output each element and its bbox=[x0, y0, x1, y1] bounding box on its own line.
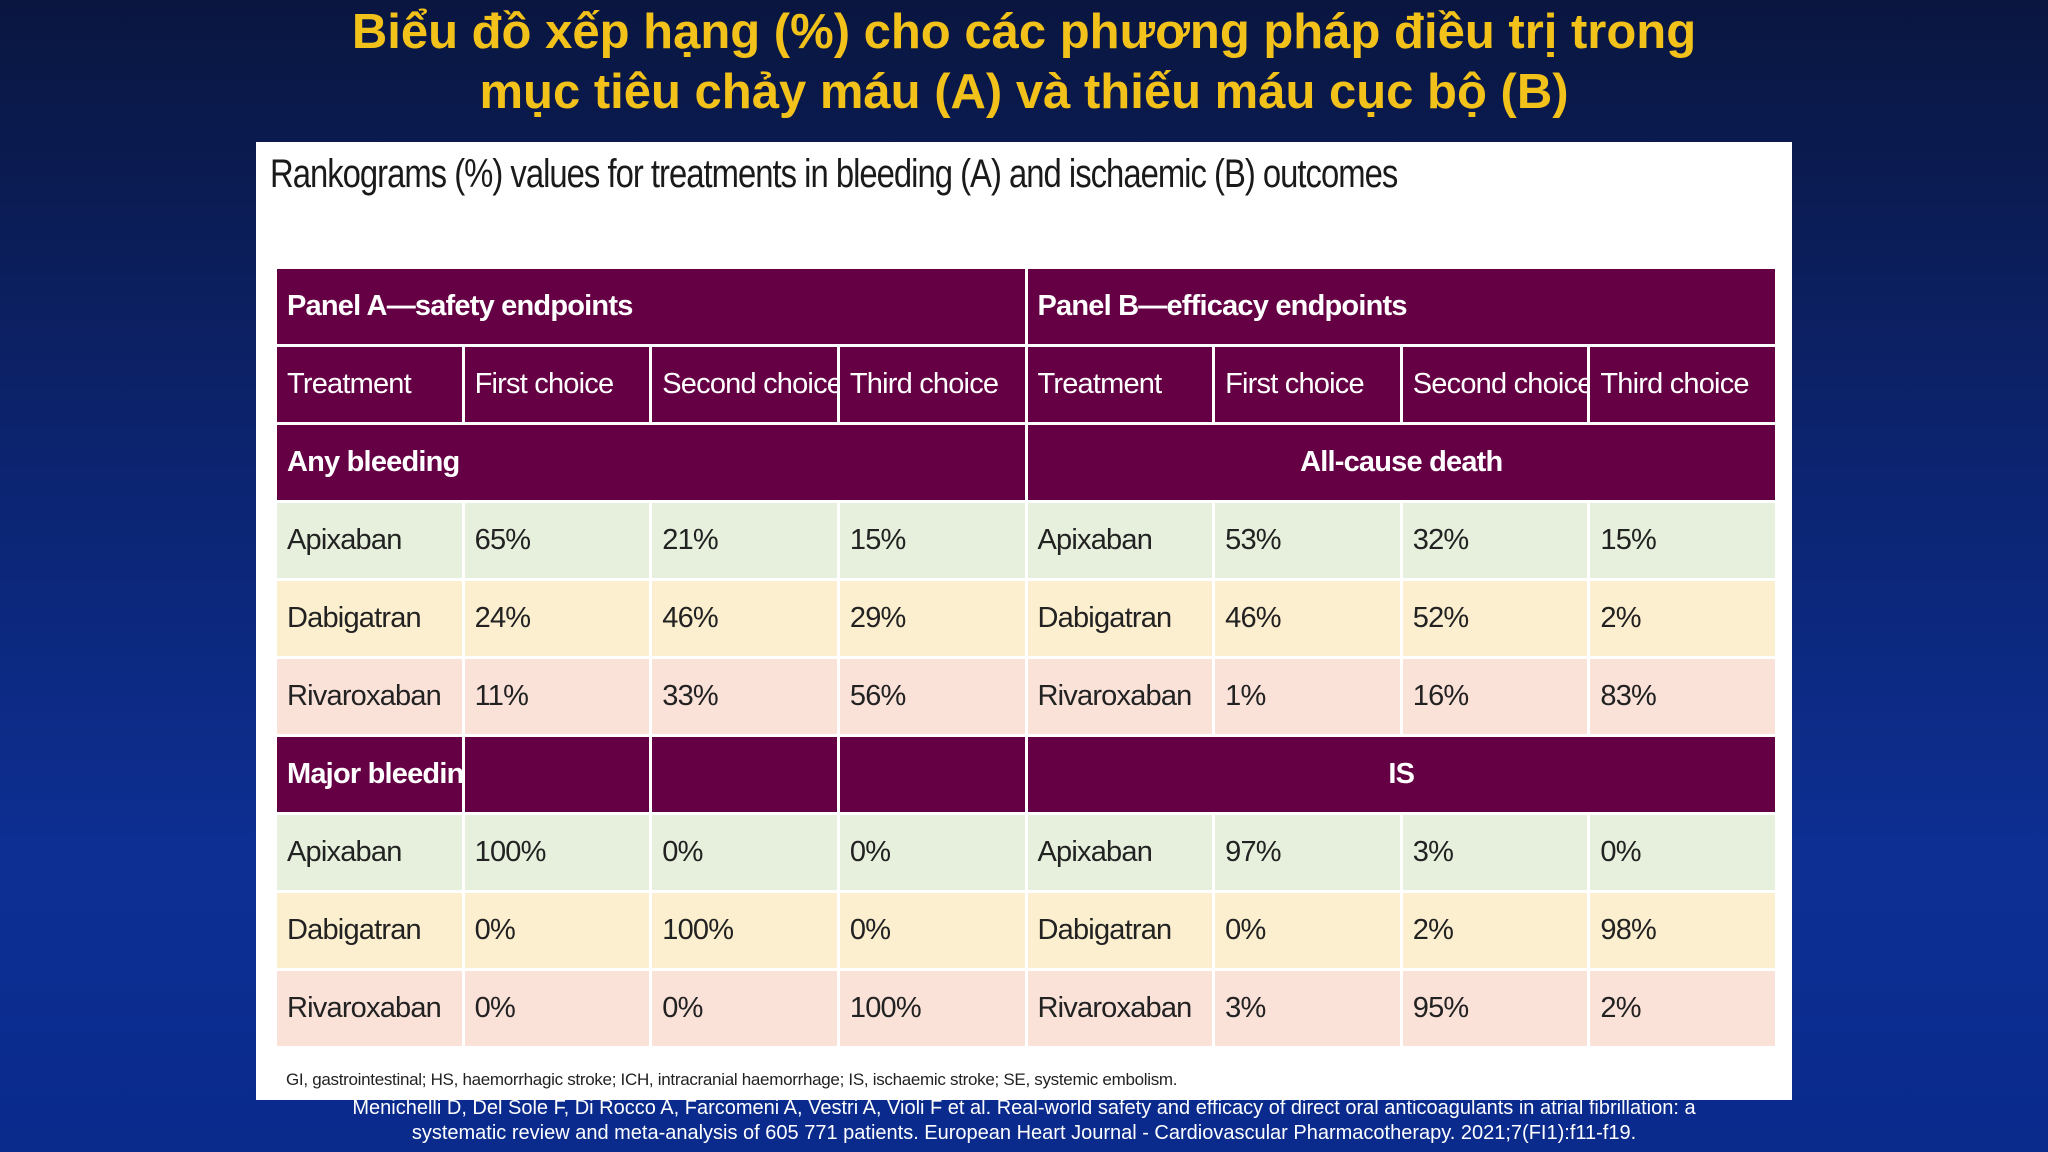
table-cell: 0% bbox=[652, 815, 837, 890]
table-cell: Rivaroxaban bbox=[277, 971, 462, 1046]
section-header-row: Any bleeding All-cause death bbox=[277, 425, 1775, 500]
table-cell: 97% bbox=[1215, 815, 1400, 890]
table-cell: 29% bbox=[839, 581, 1025, 656]
table-cell: Dabigatran bbox=[1027, 893, 1213, 968]
figure-title: Rankograms (%) values for treatments in … bbox=[270, 152, 1398, 196]
table-cell: 0% bbox=[839, 893, 1025, 968]
column-header: Third choice bbox=[1590, 347, 1775, 422]
table-cell: 0% bbox=[464, 893, 650, 968]
table-cell: Dabigatran bbox=[277, 581, 462, 656]
table-cell: 46% bbox=[652, 581, 837, 656]
table-row: Dabigatran 0% 100% 0% Dabigatran 0% 2% 9… bbox=[277, 893, 1775, 968]
table-cell: Apixaban bbox=[1027, 815, 1213, 890]
rankogram-table: Panel A—safety endpoints Panel B—efficac… bbox=[274, 266, 1778, 1049]
column-header: First choice bbox=[464, 347, 650, 422]
section-label-is: IS bbox=[1027, 737, 1775, 812]
table-cell: 33% bbox=[652, 659, 837, 734]
table-cell: 3% bbox=[1402, 815, 1588, 890]
panel-b-header: Panel B—efficacy endpoints bbox=[1027, 269, 1775, 344]
panel-header-row: Panel A—safety endpoints Panel B—efficac… bbox=[277, 269, 1775, 344]
table-cell: 95% bbox=[1402, 971, 1588, 1046]
table-cell: 52% bbox=[1402, 581, 1588, 656]
table-row: Rivaroxaban 0% 0% 100% Rivaroxaban 3% 95… bbox=[277, 971, 1775, 1046]
table-cell: 98% bbox=[1590, 893, 1775, 968]
table-cell: Apixaban bbox=[277, 503, 462, 578]
section-label-major-bleeding: Major bleeding bbox=[277, 737, 462, 812]
column-header: Second choice bbox=[1402, 347, 1588, 422]
table-row: Dabigatran 24% 46% 29% Dabigatran 46% 52… bbox=[277, 581, 1775, 656]
table-cell: 3% bbox=[1215, 971, 1400, 1046]
slide-title: Biểu đồ xếp hạng (%) cho các phương pháp… bbox=[0, 0, 2048, 122]
section-header-row: Major bleeding IS bbox=[277, 737, 1775, 812]
slide-title-line-2: mục tiêu chảy máu (A) và thiếu máu cục b… bbox=[479, 65, 1569, 119]
table-cell: 2% bbox=[1402, 893, 1588, 968]
table-cell: Apixaban bbox=[1027, 503, 1213, 578]
citation: Menichelli D, Del Sole F, Di Rocco A, Fa… bbox=[0, 1096, 2048, 1146]
section-label-all-cause-death: All-cause death bbox=[1027, 425, 1775, 500]
table-cell: 2% bbox=[1590, 581, 1775, 656]
table-row: Apixaban 100% 0% 0% Apixaban 97% 3% 0% bbox=[277, 815, 1775, 890]
citation-line-1: Menichelli D, Del Sole F, Di Rocco A, Fa… bbox=[352, 1097, 1696, 1119]
table-cell: 53% bbox=[1215, 503, 1400, 578]
table-cell: 32% bbox=[1402, 503, 1588, 578]
column-header: First choice bbox=[1215, 347, 1400, 422]
table-cell: 100% bbox=[652, 893, 837, 968]
figure-panel: Rankograms (%) values for treatments in … bbox=[256, 142, 1792, 1100]
table-cell: 21% bbox=[652, 503, 837, 578]
table-cell: 0% bbox=[1215, 893, 1400, 968]
slide-title-line-1: Biểu đồ xếp hạng (%) cho các phương pháp… bbox=[351, 5, 1697, 59]
table-cell: 56% bbox=[839, 659, 1025, 734]
table-cell: Rivaroxaban bbox=[277, 659, 462, 734]
abbreviations-footnote: GI, gastrointestinal; HS, haemorrhagic s… bbox=[286, 1070, 1178, 1089]
table-cell: 11% bbox=[464, 659, 650, 734]
table-cell: 16% bbox=[1402, 659, 1588, 734]
table-cell: 15% bbox=[1590, 503, 1775, 578]
empty-header-cell bbox=[464, 737, 650, 812]
panel-a-header: Panel A—safety endpoints bbox=[277, 269, 1025, 344]
table-cell: 83% bbox=[1590, 659, 1775, 734]
table-cell: 0% bbox=[839, 815, 1025, 890]
table-cell: 0% bbox=[1590, 815, 1775, 890]
table-cell: 15% bbox=[839, 503, 1025, 578]
empty-header-cell bbox=[839, 737, 1025, 812]
table-cell: 100% bbox=[839, 971, 1025, 1046]
table-cell: 65% bbox=[464, 503, 650, 578]
table-cell: Apixaban bbox=[277, 815, 462, 890]
column-header: Treatment bbox=[1027, 347, 1213, 422]
table-row: Rivaroxaban 11% 33% 56% Rivaroxaban 1% 1… bbox=[277, 659, 1775, 734]
table-cell: 100% bbox=[464, 815, 650, 890]
table-cell: 24% bbox=[464, 581, 650, 656]
section-label-any-bleeding: Any bleeding bbox=[277, 425, 1025, 500]
column-header-row: Treatment First choice Second choice Thi… bbox=[277, 347, 1775, 422]
table-cell: Dabigatran bbox=[277, 893, 462, 968]
table-cell: 46% bbox=[1215, 581, 1400, 656]
citation-line-2: systematic review and meta-analysis of 6… bbox=[411, 1122, 1637, 1144]
table-cell: 0% bbox=[464, 971, 650, 1046]
empty-header-cell bbox=[652, 737, 837, 812]
column-header: Treatment bbox=[277, 347, 462, 422]
column-header: Second choice bbox=[652, 347, 837, 422]
table-cell: 0% bbox=[652, 971, 837, 1046]
table-cell: Rivaroxaban bbox=[1027, 659, 1213, 734]
table-cell: 1% bbox=[1215, 659, 1400, 734]
table-cell: Dabigatran bbox=[1027, 581, 1213, 656]
table-cell: Rivaroxaban bbox=[1027, 971, 1213, 1046]
table-row: Apixaban 65% 21% 15% Apixaban 53% 32% 15… bbox=[277, 503, 1775, 578]
column-header: Third choice bbox=[839, 347, 1025, 422]
table-cell: 2% bbox=[1590, 971, 1775, 1046]
